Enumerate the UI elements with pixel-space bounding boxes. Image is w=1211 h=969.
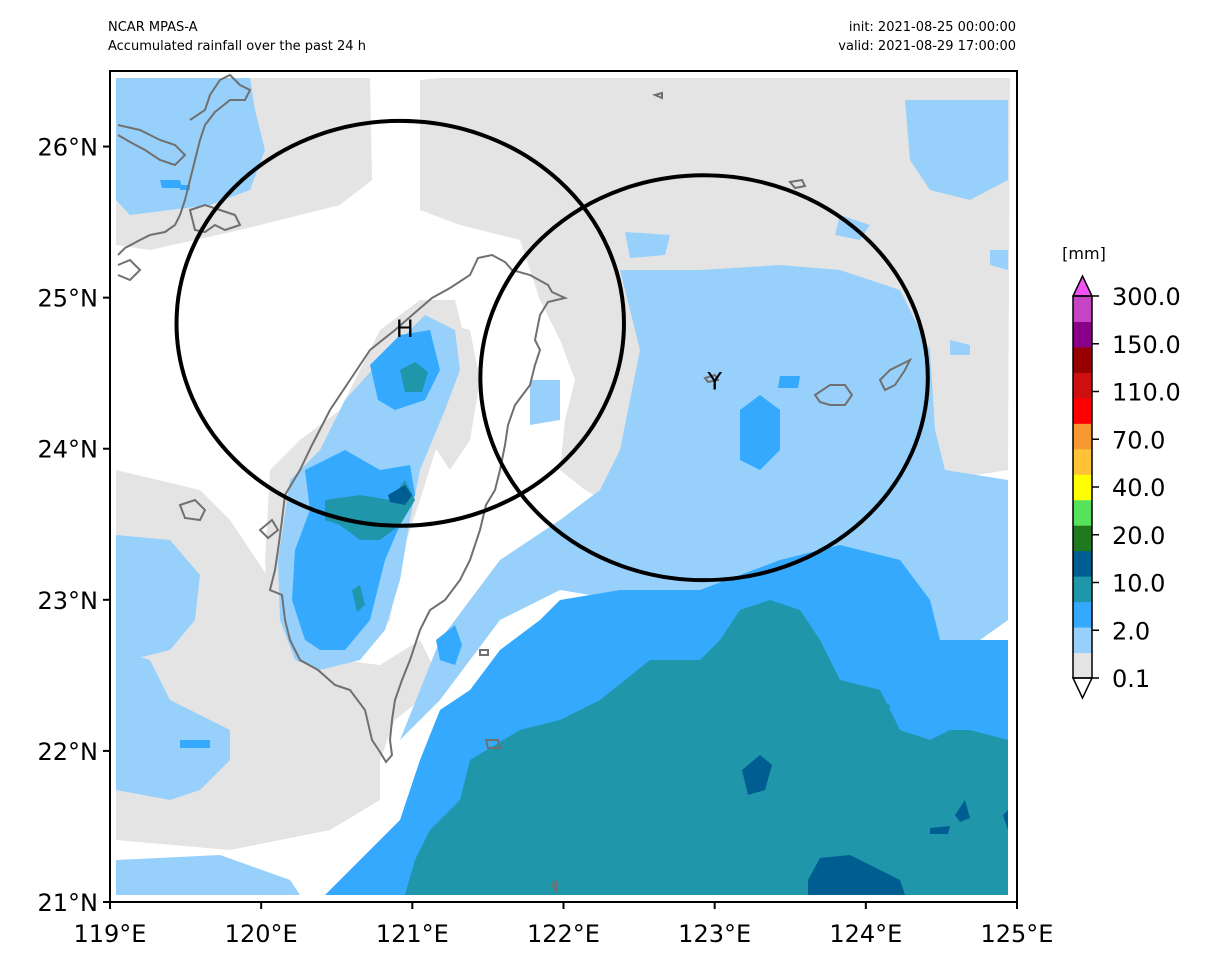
colorbar-label: 10.0: [1112, 570, 1165, 598]
colorbar-unit: [mm]: [1062, 244, 1106, 263]
colorbar-label: 20.0: [1112, 522, 1165, 550]
lat-tick-label: 23°N: [38, 587, 99, 615]
colorbar-segment: [1073, 397, 1092, 424]
lon-tick-label: 125°E: [981, 920, 1054, 948]
map-area: H Y: [110, 71, 1017, 902]
circle-y: [478, 173, 930, 583]
colorbar-segment: [1073, 576, 1092, 603]
lat-tick-label: 22°N: [38, 738, 99, 766]
colorbar-segment: [1073, 499, 1092, 526]
lon-tick-label: 123°E: [678, 920, 751, 948]
colorbar-labels: 0.1 2.0 10.0 20.0 40.0 70.0 110.0 150.0 300.0: [1092, 283, 1181, 693]
colorbar-segments: [1071, 274, 1094, 700]
longitude-axis: 119°E 120°E 121°E 122°E 123°E 124°E 125°E: [74, 902, 1054, 948]
colorbar-segment: [1073, 525, 1092, 552]
colorbar-label: 40.0: [1112, 474, 1165, 502]
colorbar-label: 300.0: [1112, 283, 1181, 311]
lon-tick-label: 119°E: [74, 920, 147, 948]
latitude-axis: 21°N 22°N 23°N 24°N 25°N 26°N: [38, 134, 110, 917]
header-left: NCAR MPAS-A Accumulated rainfall over th…: [108, 18, 366, 56]
colorbar-label: 70.0: [1112, 426, 1165, 454]
radar-range-circles: [174, 118, 930, 583]
colorbar-segment: [1073, 474, 1092, 501]
colorbar-label: 0.1: [1112, 665, 1150, 693]
lat-tick-label: 21°N: [38, 889, 99, 917]
colorbar-under-extend: [1071, 677, 1094, 700]
lat-tick-label: 24°N: [38, 436, 99, 464]
circle-h: [174, 118, 626, 528]
model-name: NCAR MPAS-A: [108, 20, 198, 35]
lat-tick-label: 26°N: [38, 134, 99, 162]
header-right: init: 2021-08-25 00:00:00 valid: 2021-08…: [838, 18, 1016, 56]
init-time: init: 2021-08-25 00:00:00: [848, 20, 1016, 35]
colorbar-label: 110.0: [1112, 379, 1181, 407]
valid-time: valid: 2021-08-29 17:00:00: [838, 39, 1016, 54]
station-marker-y: Y: [706, 368, 722, 396]
lon-tick-label: 124°E: [829, 920, 902, 948]
colorbar-segment: [1073, 627, 1092, 654]
station-marker-h: H: [396, 315, 414, 343]
colorbar-segment: [1073, 296, 1092, 322]
lon-tick-label: 121°E: [376, 920, 449, 948]
lon-tick-label: 122°E: [527, 920, 600, 948]
colorbar-label: 2.0: [1112, 617, 1150, 645]
colorbar-segment: [1073, 423, 1092, 450]
colorbar-segment: [1073, 346, 1092, 373]
colorbar-segment: [1073, 601, 1092, 628]
colorbar-label: 150.0: [1112, 331, 1181, 359]
colorbar-over-extend: [1071, 274, 1094, 297]
colorbar-segment: [1073, 372, 1092, 399]
field-description: Accumulated rainfall over the past 24 h: [108, 39, 366, 54]
colorbar-segment: [1073, 550, 1092, 577]
lon-tick-label: 120°E: [225, 920, 298, 948]
lat-tick-label: 25°N: [38, 285, 99, 313]
colorbar-segment: [1073, 321, 1092, 348]
colorbar: [mm] 0.1 2.0 10.0 20.0 40.0 70.0 110.0 150.0 300…: [1062, 244, 1181, 700]
colorbar-segment: [1073, 652, 1092, 679]
rain-level-darkblue: [388, 485, 1008, 895]
colorbar-segment: [1073, 448, 1092, 475]
coastlines: [117, 73, 913, 893]
